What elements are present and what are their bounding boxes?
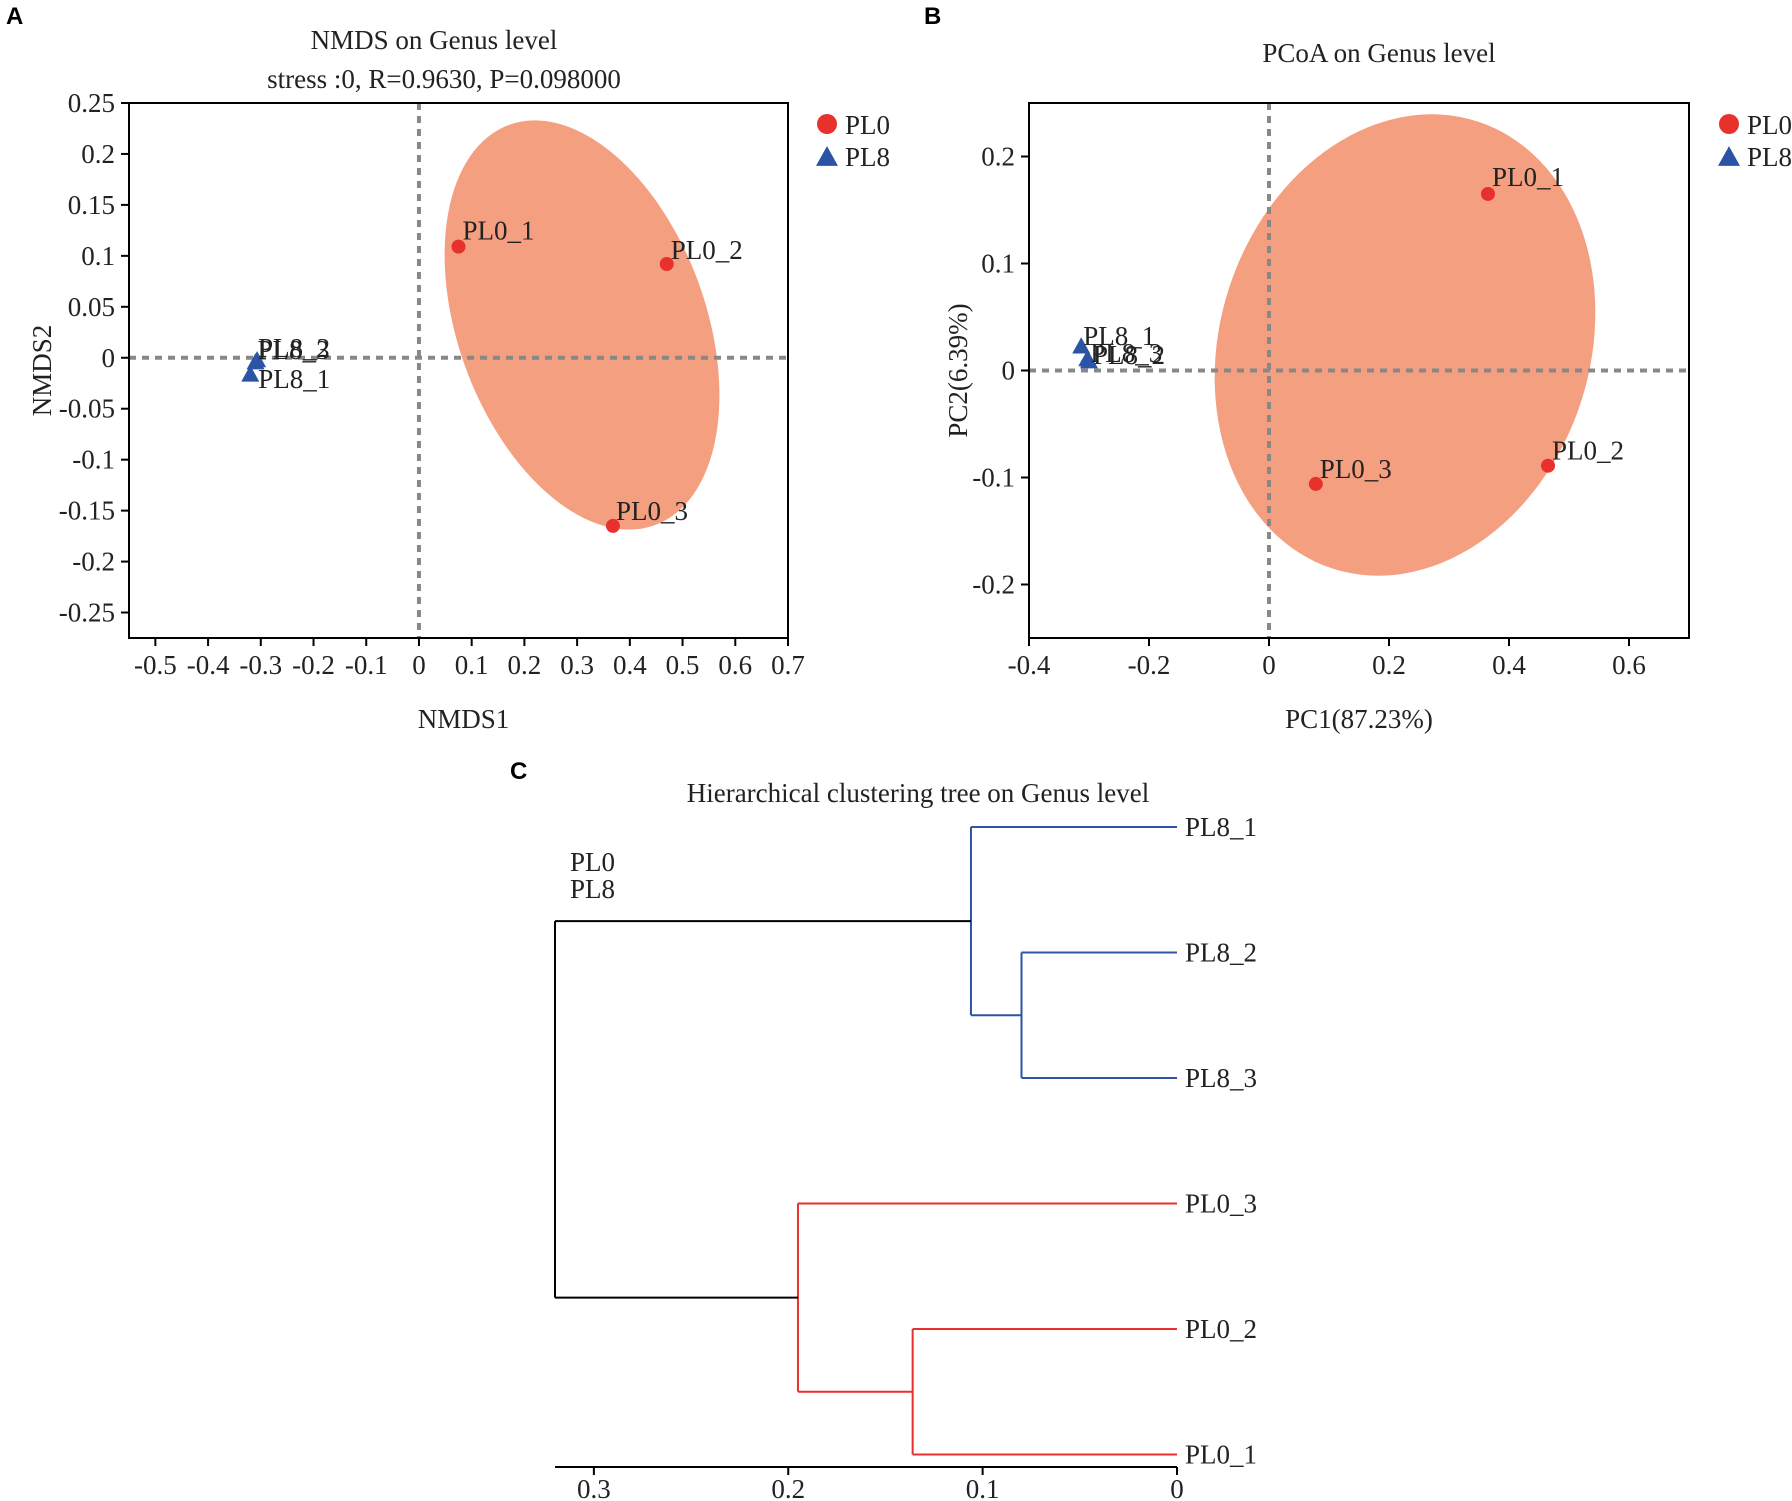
y-tick-label: -0.25: [59, 598, 115, 628]
x-tick-label: -0.5: [134, 650, 177, 680]
x-tick-label: 0.2: [1372, 650, 1406, 680]
x-tick-label: 0.4: [1492, 650, 1526, 680]
legend-label-pl8: PL8: [845, 142, 890, 172]
y-tick-label: 0: [102, 343, 116, 373]
y-tick-label: -0.15: [59, 496, 115, 526]
data-point-pl0-2: [1541, 458, 1555, 473]
x-tick-label: 0: [1170, 1474, 1184, 1501]
y-tick-label: -0.1: [972, 463, 1015, 493]
x-tick-label: -0.2: [1128, 650, 1171, 680]
y-tick-label: -0.1: [72, 445, 115, 475]
point-label: PL8_1: [258, 364, 330, 394]
point-label: PL8_1: [1083, 321, 1155, 351]
panel-B: B -0.4 -0.2 0 0.2 0.4 0.6 0.2 0.1 0 -0.1 -0.2 PC1(87…: [924, 3, 1792, 734]
point-label: PL0_2: [671, 235, 743, 265]
point-label: PL0_1: [1492, 162, 1564, 192]
legend-marker-pl8: [816, 146, 838, 166]
legend-label-pl0: PL0: [845, 110, 890, 140]
x-tick-label: -0.2: [292, 650, 335, 680]
x-tick-label: -0.1: [345, 650, 388, 680]
data-point-pl0-3: [1308, 476, 1323, 491]
point-label: PL0_2: [1552, 436, 1624, 466]
x-tick-label: 0.1: [966, 1474, 1000, 1501]
legend-label-pl0: PL0: [1747, 110, 1792, 140]
point-label: PL0_1: [463, 216, 535, 246]
data-point-pl0-3: [605, 518, 620, 533]
y-tick-label: 0.2: [981, 142, 1015, 172]
legend-label-pl8: PL8: [570, 874, 615, 904]
point-label: PL8_3: [1090, 338, 1162, 368]
x-tick-label: -0.3: [239, 650, 282, 680]
y-tick-label: 0.2: [81, 139, 115, 169]
data-point-pl8-3: [246, 353, 265, 370]
y-tick-label: 0: [1002, 356, 1016, 386]
confidence-ellipse-pl0: [444, 120, 720, 530]
panel-label: B: [924, 3, 941, 30]
chart-subtitle: stress :0, R=0.9630, P=0.098000: [267, 64, 621, 94]
x-tick-label: -0.4: [187, 650, 230, 680]
data-point-pl8-1: [241, 365, 260, 382]
x-tick-label: 0.4: [613, 650, 647, 680]
x-tick-label: 0.6: [1612, 650, 1646, 680]
x-tick-label: 0.7: [771, 650, 805, 680]
leaf-label: PL8_1: [1185, 812, 1257, 842]
y-axis-title: PC2(6.39%): [943, 303, 973, 437]
point-label: PL0_3: [1320, 454, 1392, 484]
leaf-label: PL8_2: [1185, 938, 1257, 968]
x-tick-label: 0.6: [718, 650, 752, 680]
y-tick-label: 0.1: [81, 241, 115, 271]
panel-label: C: [510, 758, 527, 785]
legend-label-pl8: PL8: [1747, 142, 1792, 172]
y-tick-label: -0.2: [72, 547, 115, 577]
y-tick-label: 0.15: [68, 190, 115, 220]
panel-C: C Hierarchical clustering tree on Genus l…: [510, 758, 1257, 1501]
plot-frame: [128, 102, 789, 639]
leaf-label: PL0_2: [1185, 1314, 1257, 1344]
x-tick-label: 0.1: [455, 650, 489, 680]
x-tick-label: 0: [1262, 650, 1276, 680]
data-point-pl0-1: [451, 239, 466, 254]
data-point-pl8-1: [1072, 337, 1091, 354]
x-tick-label: 0.2: [771, 1474, 805, 1501]
y-tick-label: 0.05: [68, 292, 115, 322]
data-point-pl0-2: [659, 257, 674, 272]
x-tick-label: 0.2: [508, 650, 542, 680]
y-tick-label: 0.1: [981, 249, 1015, 279]
x-tick-label: 0: [412, 650, 426, 680]
legend-marker-pl8: [1718, 146, 1740, 166]
panel-label: A: [6, 3, 23, 30]
x-axis-title: PC1(87.23%): [1285, 704, 1433, 734]
point-label: PL8_2: [258, 333, 330, 363]
y-tick-label: -0.05: [59, 394, 115, 424]
confidence-ellipse-pl0: [1214, 114, 1596, 576]
point-label: PL8_3: [258, 335, 330, 365]
x-tick-label: 0.3: [560, 650, 594, 680]
x-axis-title: NMDS1: [418, 704, 510, 734]
chart-title: Hierarchical clustering tree on Genus le…: [687, 778, 1150, 808]
leaf-label: PL0_3: [1185, 1189, 1257, 1219]
legend-marker-pl0: [817, 114, 837, 134]
chart-title: NMDS on Genus level: [311, 25, 558, 55]
x-tick-label: -0.4: [1008, 650, 1051, 680]
data-point-pl8-3: [1078, 350, 1097, 367]
y-tick-label: -0.2: [972, 570, 1015, 600]
y-tick-label: 0.25: [68, 88, 115, 118]
point-label: PL8_2: [1093, 340, 1165, 370]
leaf-label: PL8_3: [1185, 1063, 1257, 1093]
x-tick-label: 0.5: [666, 650, 700, 680]
legend-marker-pl0: [1719, 114, 1739, 134]
y-axis-title: NMDS2: [27, 325, 57, 417]
data-point-pl0-1: [1481, 186, 1495, 201]
chart-title: PCoA on Genus level: [1262, 38, 1495, 68]
leaf-label: PL0_1: [1185, 1440, 1257, 1470]
x-tick-label: 0.3: [577, 1474, 611, 1501]
point-label: PL0_3: [616, 496, 688, 526]
panel-A: A -0.5 -0.4 -0.3 -0.2 -0.1 0 0.1 0.2 0.3 0.4 0.5 0.6…: [6, 3, 890, 734]
legend-label-pl0: PL0: [570, 847, 615, 877]
